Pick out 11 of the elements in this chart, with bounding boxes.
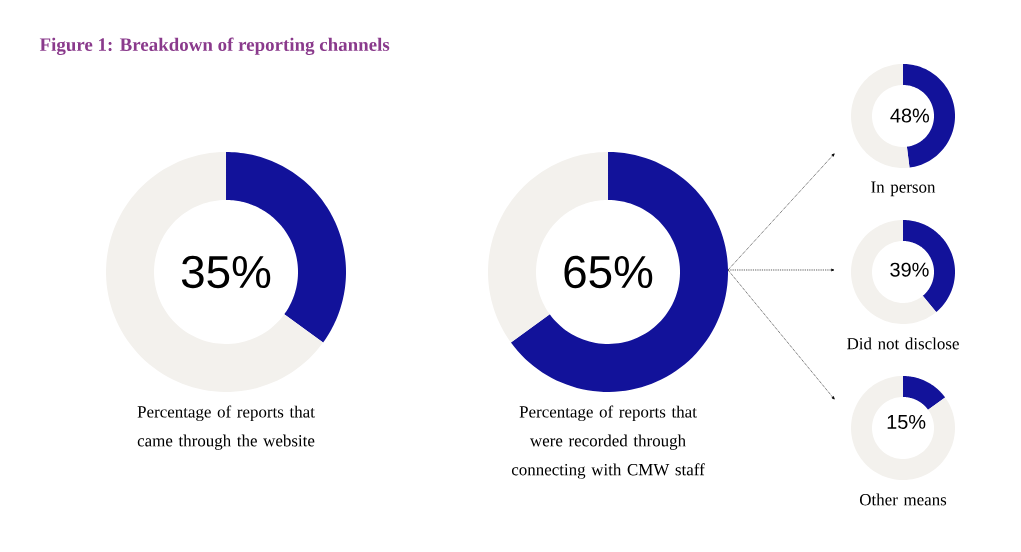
text: Did not disclose — [847, 337, 959, 350]
data-label: 39% — [890, 262, 929, 277]
data-label: 48% — [890, 108, 930, 123]
text: Percentage of reports that were recorded through connecting with CMW staff — [511, 405, 705, 479]
text: Percentage of reports that came through the website — [137, 405, 315, 450]
text: In person — [871, 181, 936, 197]
data-label: 65% — [564, 255, 653, 289]
data-label: 15% — [887, 414, 926, 429]
text: Other means — [859, 493, 947, 506]
caption: Figure 1: Breakdown of reporting channels — [39, 37, 390, 56]
data-label: 35% — [181, 255, 271, 289]
